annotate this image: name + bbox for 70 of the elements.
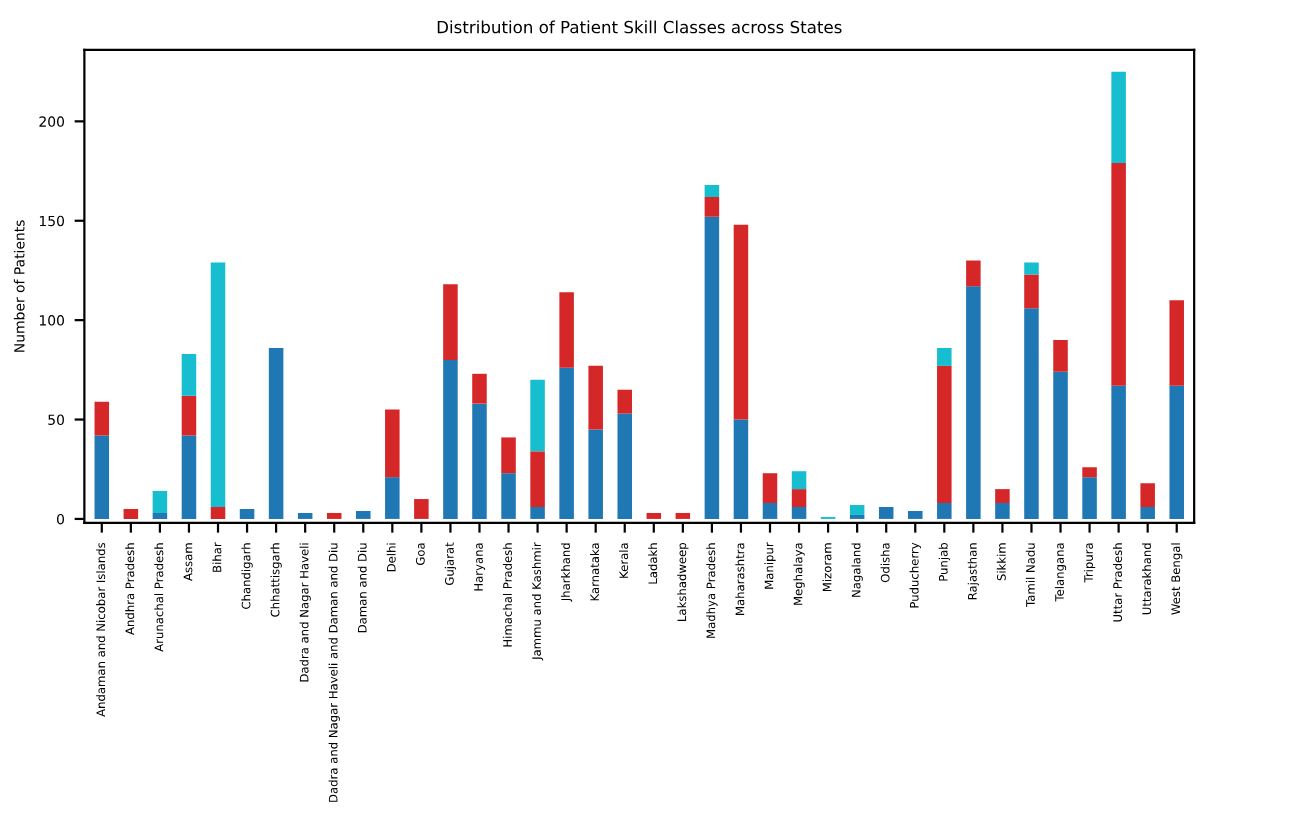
bar bbox=[385, 409, 400, 478]
bar bbox=[356, 510, 371, 519]
bar bbox=[1169, 300, 1184, 386]
bar bbox=[239, 508, 255, 519]
bar bbox=[472, 403, 487, 519]
bar bbox=[878, 507, 894, 519]
bar bbox=[617, 413, 632, 519]
bar bbox=[559, 292, 574, 368]
bar bbox=[181, 395, 197, 436]
bar bbox=[181, 435, 197, 519]
bar bbox=[443, 284, 458, 360]
bar bbox=[94, 435, 110, 519]
bar bbox=[704, 184, 720, 197]
bar bbox=[1082, 477, 1097, 519]
bar bbox=[472, 373, 487, 404]
bar bbox=[1140, 483, 1155, 507]
bar bbox=[123, 508, 139, 519]
bar bbox=[733, 419, 749, 519]
bar bbox=[995, 489, 1010, 504]
bar bbox=[530, 379, 545, 452]
bar bbox=[937, 365, 952, 504]
bar bbox=[1024, 274, 1039, 309]
bar bbox=[443, 359, 458, 519]
bar bbox=[268, 347, 284, 519]
bar bbox=[588, 429, 603, 519]
bar bbox=[995, 503, 1010, 519]
bar bbox=[849, 505, 865, 515]
bar bbox=[530, 451, 545, 507]
bar bbox=[675, 512, 691, 519]
bar bbox=[210, 507, 226, 519]
bar bbox=[326, 512, 342, 519]
bar bbox=[704, 196, 720, 217]
bar bbox=[385, 477, 400, 519]
chart-title: Distribution of Patient Skill Classes across States bbox=[437, 20, 842, 34]
bar bbox=[1140, 507, 1155, 519]
bar bbox=[1111, 71, 1126, 164]
bar bbox=[908, 510, 923, 519]
bar bbox=[152, 512, 168, 519]
bar bbox=[791, 489, 807, 507]
bar bbox=[152, 491, 168, 513]
bar bbox=[937, 503, 952, 519]
bar bbox=[966, 286, 981, 519]
bar bbox=[646, 512, 662, 519]
bar bbox=[1053, 371, 1068, 519]
bar bbox=[762, 503, 778, 519]
bar bbox=[1111, 163, 1126, 386]
bar bbox=[1169, 385, 1184, 519]
bar bbox=[1111, 385, 1126, 519]
bar bbox=[559, 367, 574, 519]
bar bbox=[94, 401, 110, 436]
bar bbox=[966, 260, 981, 287]
bar bbox=[530, 507, 545, 519]
bar bbox=[414, 499, 429, 519]
bar bbox=[937, 347, 952, 366]
bar bbox=[791, 471, 807, 490]
bar bbox=[704, 216, 720, 519]
bar bbox=[501, 473, 516, 519]
bar bbox=[1082, 467, 1097, 478]
bar bbox=[762, 473, 778, 504]
bar bbox=[297, 512, 313, 519]
bar bbox=[791, 507, 807, 519]
bar bbox=[210, 262, 226, 507]
bar bbox=[1024, 262, 1039, 275]
bar bbox=[733, 224, 749, 420]
bar bbox=[181, 353, 197, 396]
bar bbox=[588, 365, 603, 430]
bar bbox=[1024, 308, 1039, 519]
bar bbox=[501, 437, 516, 474]
bar bbox=[1053, 340, 1068, 372]
bar bbox=[617, 389, 632, 414]
